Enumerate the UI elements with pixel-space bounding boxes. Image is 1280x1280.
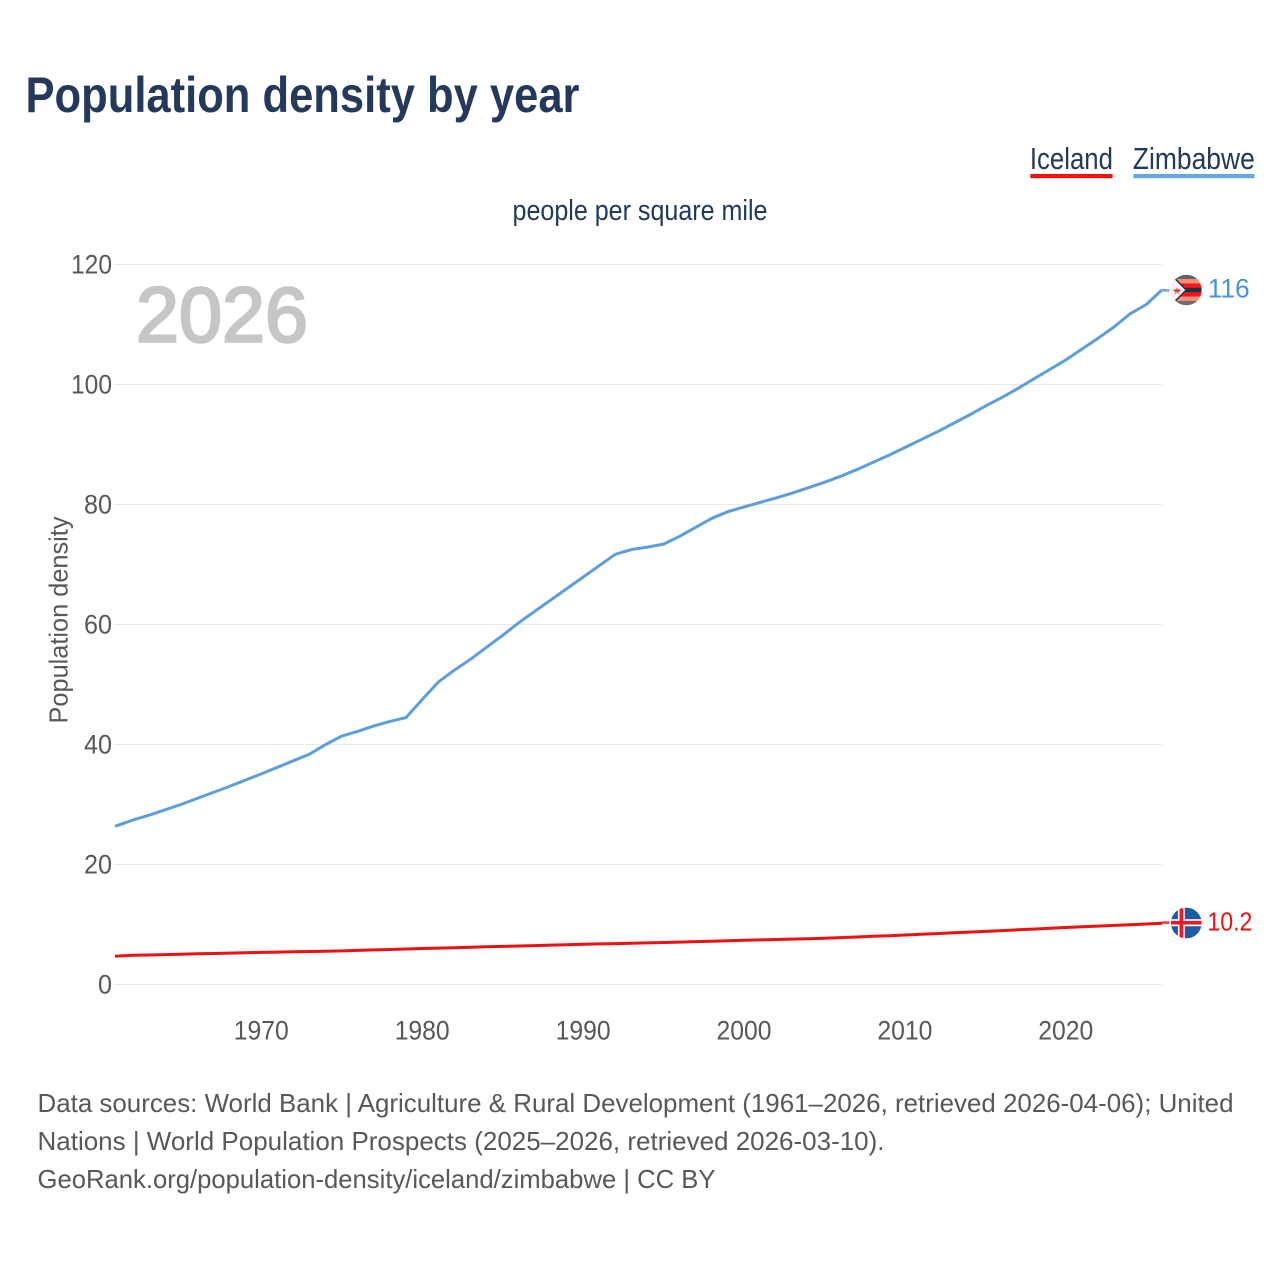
- svg-text:80: 80: [84, 490, 112, 520]
- svg-text:1990: 1990: [556, 1016, 611, 1046]
- svg-text:Data sources: World Bank | Agr: Data sources: World Bank | Agriculture &…: [38, 1088, 1234, 1118]
- svg-text:10.2: 10.2: [1207, 907, 1252, 937]
- svg-text:0: 0: [98, 970, 112, 1000]
- svg-text:Nations | World Population Pro: Nations | World Population Prospects (20…: [38, 1126, 885, 1156]
- svg-text:Population density: Population density: [44, 517, 74, 724]
- svg-text:Iceland: Iceland: [1030, 141, 1113, 176]
- svg-text:Zimbabwe: Zimbabwe: [1133, 141, 1255, 176]
- svg-text:60: 60: [84, 610, 112, 640]
- svg-text:1970: 1970: [234, 1016, 289, 1046]
- svg-text:40: 40: [84, 730, 112, 760]
- svg-text:2026: 2026: [136, 271, 308, 359]
- svg-text:100: 100: [71, 370, 112, 400]
- svg-text:2020: 2020: [1038, 1016, 1093, 1046]
- svg-text:2000: 2000: [717, 1016, 772, 1046]
- svg-text:20: 20: [84, 850, 112, 880]
- svg-text:Population density by year: Population density by year: [26, 67, 580, 123]
- svg-text:2010: 2010: [877, 1016, 932, 1046]
- svg-text:120: 120: [71, 250, 112, 280]
- svg-text:people per square mile: people per square mile: [513, 195, 768, 227]
- svg-text:1980: 1980: [395, 1016, 450, 1046]
- svg-text:GeoRank.org/population-density: GeoRank.org/population-density/iceland/z…: [38, 1164, 716, 1194]
- svg-text:116: 116: [1208, 273, 1250, 303]
